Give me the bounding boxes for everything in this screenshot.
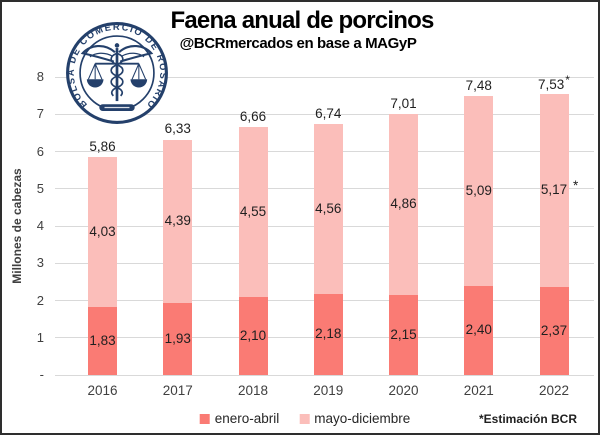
bar-segment-mayo-diciembre-2020 [389,113,418,295]
legend-label: enero-abril [214,411,280,426]
chart-title: Faena anual de porcinos [170,7,434,34]
x-axis-label-2016: 2016 [87,383,118,398]
bcr-logo: BOLSA DE COMERCIO DE ROSARIO [65,21,169,125]
bar-total-2021: 7,48 [465,78,492,94]
bar-segment-enero-abril-2020 [389,294,418,375]
bar-total-2019: 6,74 [315,105,342,121]
y-tick-label: 8 [36,69,44,84]
y-tick-label: 5 [36,180,44,196]
y-tick-label: 6 [36,143,44,159]
bar-value-mayo-diciembre-2016: 4,03 [89,223,116,239]
bar-value-enero-abril-2020: 2,15 [390,326,417,342]
bar-value-mayo-diciembre-2017: 4,39 [164,213,191,229]
bar-value-enero-abril-2018: 2,10 [239,327,267,343]
legend: enero-abril mayo-diciembre [199,411,410,426]
legend-swatch-mayo-diciembre-icon [299,413,310,424]
bar-value-enero-abril-2021: 2,40 [465,322,492,338]
bar-value-mayo-diciembre-2020: 4,86 [390,196,417,212]
plot-area: 1,83 4,03 5,86 1,93 4,39 6,33 2,10 4,55 6,66 2,18… [55,72,594,376]
legend-item-mayo-diciembre: mayo-diciembre [299,411,410,426]
bar-value-mayo-diciembre-2018: 4,55 [239,204,267,220]
y-tick-label: 3 [36,255,44,271]
bar-segment-mayo-diciembre-2022 [539,94,569,287]
y-tick-label: 2 [36,292,44,308]
bar-total-2016: 5,86 [89,138,116,154]
bar-value-mayo-diciembre-2021: 5,09 [465,182,492,198]
bar-total-2017: 6,33 [164,121,191,137]
chart-subtitle: @BCRmercados en base a MAGyP [179,35,417,52]
y-tick-label: 4 [36,218,44,233]
bar-value-mayo-diciembre-2022: 5,17 * [540,178,579,198]
legend-swatch-enero-abril-icon [199,413,210,424]
bar-segment-enero-abril-2019 [313,293,343,375]
legend-label: mayo-diciembre [314,411,411,426]
bar-segment-enero-abril-2022 [539,286,569,375]
bar-value-mayo-diciembre-2019: 4,56 [315,200,342,216]
gridline-y8 [55,76,594,78]
bar-total-2022: 7,53* [538,72,570,92]
bar-total-2020: 7,01 [390,95,417,111]
x-axis-label-2017: 2017 [162,383,193,398]
bar-value-enero-abril-2016: 1,83 [89,332,116,348]
bar-value-enero-abril-2019: 2,18 [315,326,342,342]
bar-segment-mayo-diciembre-2018 [238,127,268,297]
x-axis-label-2022: 2022 [538,383,570,398]
x-axis-label-2021: 2021 [463,383,494,398]
bar-segment-enero-abril-2021 [464,285,494,375]
gridline-y7 [55,113,594,115]
bar-segment-enero-abril-2017 [163,303,193,375]
x-axis-label-2020: 2020 [388,383,419,398]
gridline-y0 [55,374,594,376]
x-axis-label-2018: 2018 [237,383,269,398]
estimate-asterisk: * [565,72,570,87]
bar-value-enero-abril-2017: 1,93 [164,331,191,347]
legend-item-enero-abril: enero-abril [199,411,280,426]
bar-value-enero-abril-2022: 2,37 [540,322,568,338]
x-axis-label-2019: 2019 [313,383,344,398]
bar-segment-mayo-diciembre-2016 [88,156,117,307]
bar-segment-enero-abril-2016 [88,306,117,375]
caduceus-scales-icon [80,43,154,111]
bar-segment-mayo-diciembre-2019 [313,123,343,294]
y-tick-label: 1 [36,329,44,345]
bar-segment-mayo-diciembre-2017 [163,139,193,304]
bar-segment-enero-abril-2018 [238,296,268,375]
bar-total-2018: 6,66 [239,108,267,124]
estimate-asterisk: * [573,178,579,194]
y-tick-label: - [39,367,44,382]
estimation-footnote: *Estimación BCR [478,412,577,426]
y-tick-label: 7 [36,106,44,122]
bar-segment-mayo-diciembre-2021 [464,95,494,286]
